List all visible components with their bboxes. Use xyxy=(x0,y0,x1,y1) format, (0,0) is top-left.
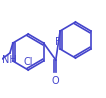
Text: F: F xyxy=(55,37,61,47)
Text: NH: NH xyxy=(2,55,16,65)
Text: O: O xyxy=(52,76,60,86)
Text: Cl: Cl xyxy=(23,57,33,67)
